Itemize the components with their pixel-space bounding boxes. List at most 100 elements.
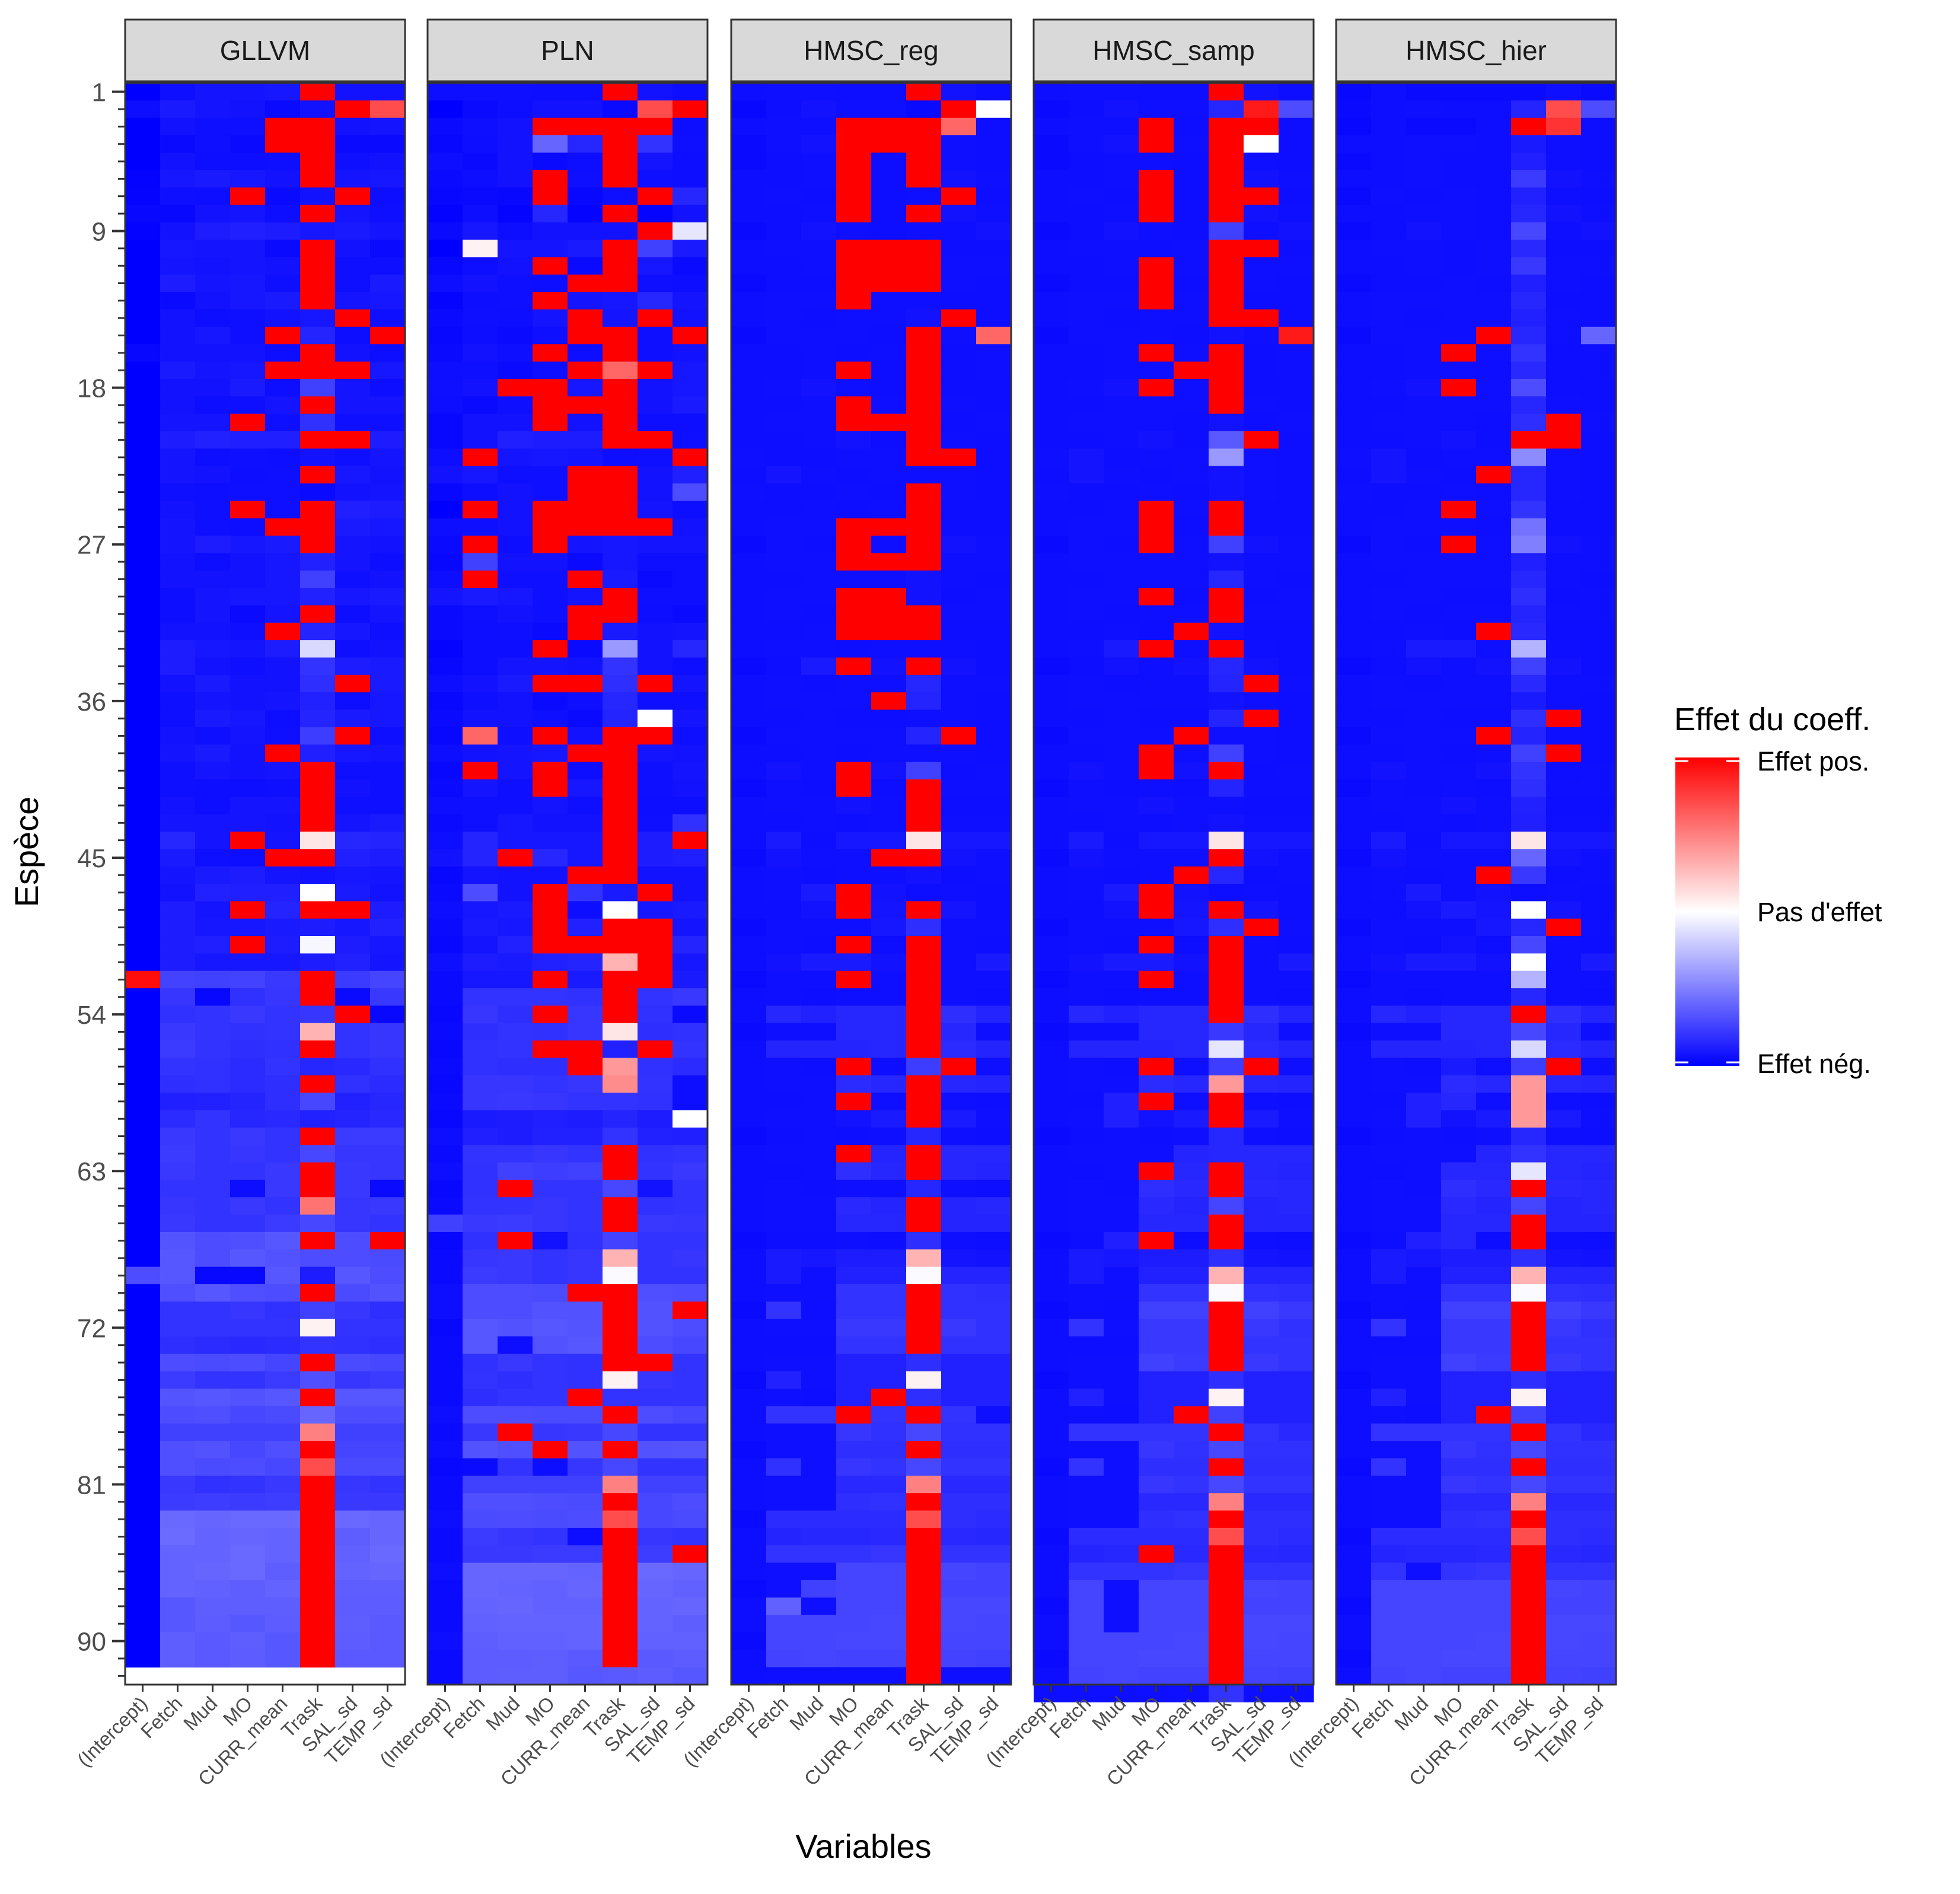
heatmap-cell (125, 831, 161, 849)
heatmap-cell (568, 1597, 603, 1616)
heatmap-cell (673, 413, 708, 432)
heatmap-cell (801, 378, 837, 397)
heatmap-cell (568, 936, 603, 954)
heatmap-cell (673, 1354, 708, 1372)
heatmap-cell (603, 657, 638, 676)
heatmap-cell (603, 727, 638, 745)
heatmap-cell (836, 709, 872, 728)
heatmap-cell (1174, 657, 1209, 676)
heatmap-cell (160, 396, 196, 415)
heatmap-cell (1244, 831, 1279, 849)
heatmap-cell (1069, 361, 1104, 380)
heatmap-cell (638, 1319, 673, 1337)
heatmap-cell (1476, 483, 1512, 501)
heatmap-cell (1371, 117, 1407, 136)
heatmap-cell (1139, 1441, 1174, 1459)
heatmap-cell (603, 988, 638, 1007)
heatmap-cell (370, 744, 406, 763)
heatmap-cell (766, 448, 802, 467)
heatmap-cell (1406, 727, 1442, 745)
heatmap-cell (1034, 1127, 1069, 1145)
heatmap-cell (1174, 901, 1209, 919)
heatmap-cell (1581, 117, 1617, 136)
heatmap-cell (1336, 1371, 1372, 1389)
heatmap-cell (1476, 536, 1512, 553)
heatmap-cell (673, 1615, 708, 1633)
heatmap-cell (265, 1197, 301, 1215)
heatmap-cell (428, 1406, 463, 1424)
heatmap-cell (1441, 779, 1477, 797)
heatmap-cell (1511, 1615, 1547, 1633)
heatmap-cell (603, 849, 638, 867)
heatmap-cell (801, 970, 837, 989)
heatmap-cell (603, 1145, 638, 1163)
heatmap-cell (638, 378, 673, 397)
heatmap-cell (1244, 884, 1279, 902)
heatmap-cell (871, 222, 907, 240)
heatmap-cell (1476, 326, 1512, 345)
heatmap-cell (1441, 466, 1477, 484)
heatmap-cell (125, 1110, 161, 1128)
heatmap-cell (125, 674, 161, 693)
heatmap-cell (1244, 901, 1279, 919)
heatmap-cell (335, 1127, 371, 1145)
heatmap-cell (1406, 570, 1442, 588)
heatmap-cell (160, 744, 196, 763)
heatmap-cell (160, 1458, 196, 1476)
heatmap-cell (463, 1023, 498, 1041)
heatmap-cell (463, 222, 498, 240)
heatmap-cell (766, 431, 802, 449)
heatmap-cell (801, 901, 837, 919)
heatmap-cell (370, 448, 406, 467)
heatmap-cell (1209, 448, 1244, 467)
heatmap-cell (836, 622, 872, 641)
heatmap-cell (463, 1231, 498, 1250)
heatmap-cell (871, 1075, 907, 1093)
heatmap-cell (498, 1075, 533, 1093)
heatmap-cell (1244, 1127, 1279, 1145)
heatmap-cells (428, 83, 708, 1685)
heatmap-cell (976, 536, 1012, 553)
heatmap-cell (731, 1127, 767, 1145)
heatmap-cell (1174, 1214, 1209, 1233)
heatmap-cell (1581, 309, 1617, 327)
heatmap-cell (731, 1214, 767, 1233)
heatmap-cell (498, 1179, 533, 1198)
heatmap-cell (871, 431, 907, 449)
heatmap-cell (1371, 1458, 1407, 1476)
heatmap-cell (498, 1110, 533, 1128)
heatmap-cell (941, 779, 977, 797)
heatmap-cell (1476, 448, 1512, 467)
heatmap-cell (1371, 1423, 1407, 1441)
heatmap-cell (906, 1562, 942, 1581)
heatmap-cell (1371, 1266, 1407, 1285)
heatmap-cell (533, 1371, 568, 1389)
heatmap-cell (1174, 326, 1209, 345)
heatmap-cell (1581, 1354, 1617, 1372)
heatmap-cell (941, 622, 977, 641)
heatmap-cell (160, 849, 196, 867)
heatmap-cell (1441, 205, 1477, 223)
heatmap-cell (335, 1632, 371, 1650)
heatmap-cell (125, 326, 161, 345)
heatmap-cell (1546, 727, 1582, 745)
heatmap-cell (1069, 1249, 1104, 1268)
heatmap-cell (1546, 1058, 1582, 1076)
heatmap-cell (1139, 988, 1174, 1007)
heatmap-cell (568, 1650, 603, 1668)
heatmap-cell (906, 1389, 942, 1407)
heatmap-cell (1209, 936, 1244, 954)
heatmap-cell (1581, 605, 1617, 623)
heatmap-cell (1511, 1580, 1547, 1598)
heatmap-cell (1441, 1458, 1477, 1476)
heatmap-cell (941, 605, 977, 623)
heatmap-cell (603, 1510, 638, 1529)
heatmap-cell (1069, 1040, 1104, 1059)
heatmap-cell (976, 1527, 1012, 1546)
heatmap-cell (335, 292, 371, 310)
heatmap-cell (906, 344, 942, 362)
heatmap-cell (1139, 1075, 1174, 1093)
heatmap-cell (731, 814, 767, 832)
heatmap-cell (906, 884, 942, 902)
heatmap-cell (1511, 117, 1547, 136)
